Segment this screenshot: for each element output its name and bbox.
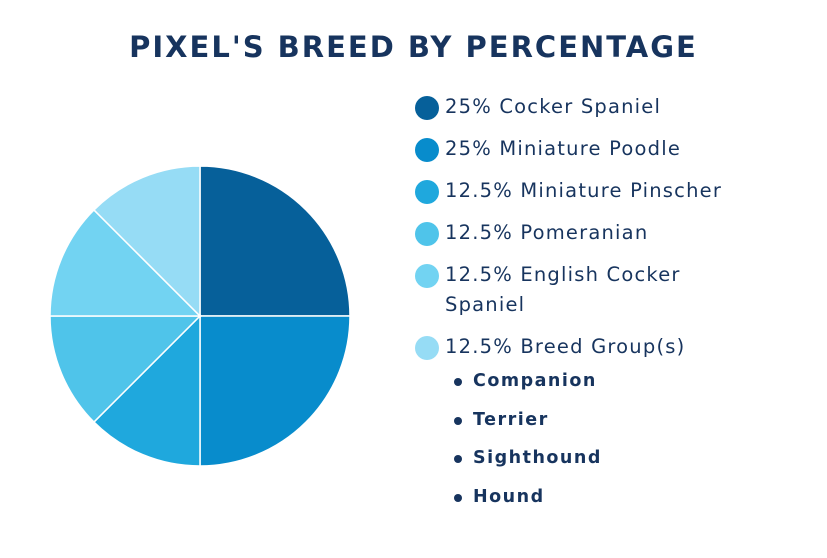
breed-group-item: Hound bbox=[453, 484, 814, 510]
legend-swatch bbox=[415, 264, 439, 288]
breed-group-label: Sighthound bbox=[473, 448, 602, 468]
breed-group-label: Companion bbox=[473, 371, 597, 391]
legend-label: 12.5% Breed Group(s) bbox=[445, 335, 686, 358]
legend-item-pomeranian: 12.5% Pomeranian bbox=[414, 218, 814, 248]
legend-swatch bbox=[415, 336, 439, 360]
breed-group-item: Companion bbox=[453, 368, 814, 394]
breed-group-label: Terrier bbox=[473, 409, 549, 430]
legend-item-breed-groups: 12.5% Breed Group(s) bbox=[414, 332, 814, 362]
bullet-icon bbox=[454, 493, 462, 502]
legend-item-cocker-spaniel: 25% Cocker Spaniel bbox=[414, 92, 814, 122]
legend-swatch bbox=[415, 96, 439, 120]
legend-label: 25% Cocker Spaniel bbox=[445, 95, 662, 118]
legend-swatch bbox=[415, 222, 439, 246]
pie-slice-miniature-poodle bbox=[199, 315, 351, 467]
breed-group-item: Sighthound bbox=[453, 445, 814, 471]
legend: 25% Cocker Spaniel 25% Miniature Poodle … bbox=[414, 92, 814, 522]
bullet-icon bbox=[454, 416, 462, 425]
breed-group-item: Terrier bbox=[453, 407, 814, 433]
breed-group-label: Hound bbox=[473, 486, 545, 507]
legend-swatch bbox=[415, 138, 439, 162]
pie-slice-breed-groups bbox=[92, 165, 201, 318]
bullet-icon bbox=[454, 455, 462, 463]
pie-slice-pomeranian bbox=[49, 315, 202, 424]
pie-slice-cocker-spaniel bbox=[199, 165, 351, 317]
pie-slice-english-cocker-spaniel bbox=[49, 208, 202, 317]
legend-label: 12.5% Miniature Pinscher bbox=[445, 179, 723, 202]
legend-item-miniature-poodle: 25% Miniature Poodle bbox=[414, 134, 814, 164]
bullet-icon bbox=[454, 378, 462, 386]
legend-label: 12.5% English Cocker Spaniel bbox=[445, 263, 681, 316]
breed-group-list: Companion Terrier Sighthound Hound bbox=[414, 368, 814, 510]
legend-label: 12.5% Pomeranian bbox=[445, 221, 649, 244]
pie-slice-miniature-pinscher bbox=[92, 314, 201, 467]
legend-item-english-cocker-spaniel: 12.5% English Cocker Spaniel bbox=[414, 260, 814, 320]
legend-label: 25% Miniature Poodle bbox=[445, 137, 682, 160]
chart-title: PIXEL'S BREED BY PERCENTAGE bbox=[129, 30, 698, 64]
legend-item-miniature-pinscher: 12.5% Miniature Pinscher bbox=[414, 176, 814, 206]
legend-swatch bbox=[415, 180, 439, 204]
